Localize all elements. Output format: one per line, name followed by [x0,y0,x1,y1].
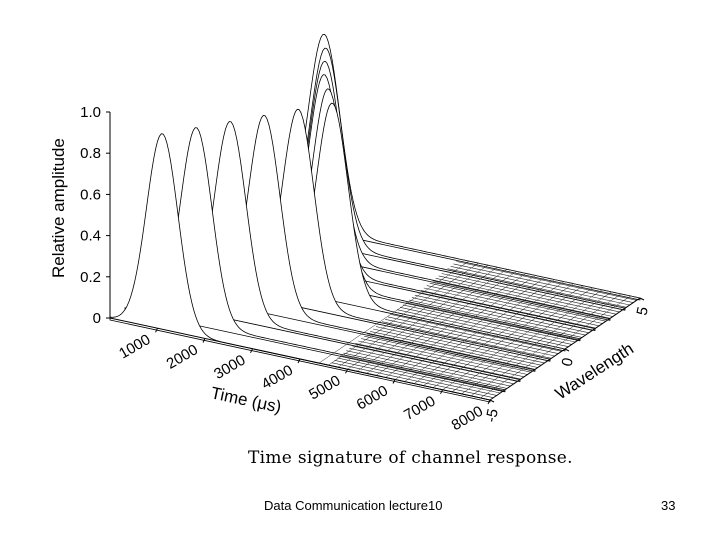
flat-hatch-line [402,304,576,343]
flat-hatch-line [370,331,538,368]
flat-hatch-line [417,292,593,331]
x-tick-label: 6000 [354,382,391,413]
flat-hatch-line [358,340,525,378]
flat-hatch-line [318,260,470,364]
x-tick-label: 3000 [211,352,248,383]
flat-hatch-line [346,350,511,387]
flat-hatch-line [404,279,555,382]
figure-caption: Time signature of channel response. [248,448,573,468]
flat-hatch-line [375,273,527,376]
flat-hatch-line [432,285,584,388]
flat-hatch-line [376,326,545,364]
tick-mark [440,389,443,395]
flat-hatch-line [429,282,606,322]
tick-mark [202,338,206,343]
x-tick-label: 4000 [259,362,296,393]
tick-mark [345,369,348,374]
flat-hatch-line [426,285,603,324]
x-tick-label: 8000 [449,403,486,434]
flat-hatch-line [379,323,549,361]
x-tick-label: 7000 [401,393,438,424]
tick-mark [392,379,396,384]
flat-hatch-line [451,289,603,393]
flat-hatch-line [423,283,574,386]
flat-hatch-line [447,268,627,308]
flat-hatch-line [413,281,565,384]
flat-hatch-line [385,275,536,378]
flat-hatch-line [461,291,612,395]
y-tick-label: 5 [634,305,652,317]
tick-mark [489,399,495,403]
surface-slice-wavelength--4 [124,127,506,393]
flat-hatch-line [480,295,631,399]
flat-hatch-line [442,287,593,391]
flat-hatch-line [453,263,634,303]
surface-mesh [109,33,641,403]
flat-hatch-line [405,302,579,340]
flat-hatch-line [343,352,508,389]
flat-hatch-line [414,294,589,334]
flat-hatch-line [441,273,620,313]
y-tick-label: -5 [483,407,502,424]
flat-region-hatch [318,258,641,401]
y-tick-label: 0 [559,356,577,368]
flat-hatch-line [337,264,489,368]
flat-hatch-line [423,287,600,327]
flat-hatch-line [470,293,622,397]
flat-hatch-line [366,271,517,374]
flat-hatch-line [450,266,630,306]
flat-hatch-line [385,319,555,357]
z-axis-title: Relative amplitude [49,138,68,278]
tick-mark [487,399,491,405]
flat-hatch-line [408,299,583,338]
flat-hatch-line [373,328,542,366]
z-tick-label: 0.4 [80,228,101,245]
page-number: 33 [661,498,676,513]
flat-hatch-line [394,277,546,380]
flat-hatch-line [355,343,521,380]
z-tick-label: 0 [93,310,101,327]
flat-hatch-line [364,335,531,373]
flat-hatch-line [435,278,613,317]
flat-hatch-line [444,270,624,310]
flat-hatch-line [340,355,504,391]
flat-hatch-line [356,269,508,372]
tick-mark [639,297,645,301]
flat-hatch-line [438,275,617,315]
flat-hatch-line [349,348,514,385]
z-tick-label: 0.2 [80,269,101,286]
flat-hatch-line [352,345,518,382]
flat-hatch-line [459,258,641,299]
flat-hatch-line [420,290,596,329]
flat-hatch-line [331,362,494,398]
x-tick-label: 1000 [116,331,153,362]
z-tick-label: 0.6 [80,186,101,203]
flat-hatch-line [411,297,586,336]
flat-hatch-line [361,338,528,375]
tick-mark [250,348,253,354]
flat-hatch-line [337,357,501,394]
flat-hatch-line [347,267,498,370]
x-tick-label: 5000 [306,372,343,403]
z-tick-label: 0.8 [80,145,101,162]
flat-hatch-line [334,360,497,396]
flat-hatch-line [456,261,637,301]
flat-hatch-line [328,262,479,366]
z-tick-label: 1.0 [80,104,101,121]
tick-mark [564,348,570,352]
flat-hatch-line [367,333,535,371]
footer-title: Data Communication lecture10 [264,498,443,513]
flat-hatch-line [399,307,572,345]
flat-hatch-line [432,280,610,320]
tick-mark [297,358,301,364]
tick-mark [155,328,158,333]
x-tick-label: 2000 [164,341,201,372]
